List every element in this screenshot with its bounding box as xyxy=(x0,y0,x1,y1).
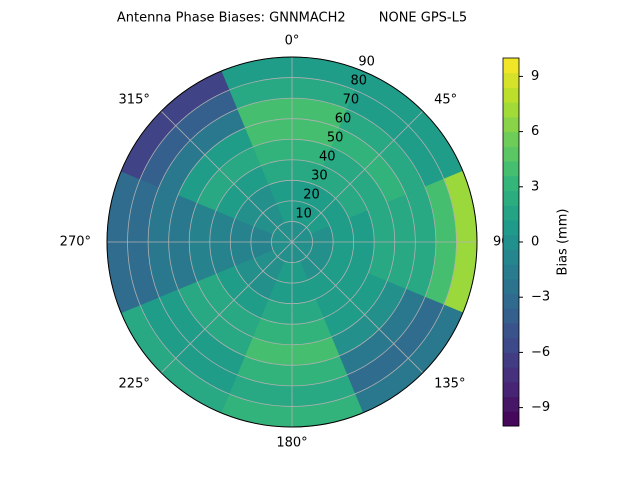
colorbar-band xyxy=(503,72,519,88)
colorbar-tick-label: 3 xyxy=(531,179,539,194)
colorbar-band xyxy=(503,308,519,324)
colorbar-tick-label: 0 xyxy=(531,235,539,250)
theta-tick-label: 135° xyxy=(434,377,465,392)
colorbar-band xyxy=(503,175,519,191)
theta-tick-label: 0° xyxy=(285,34,300,49)
colorbar-band xyxy=(503,381,519,398)
colorbar-label: Bias (mm) xyxy=(556,209,571,276)
colorbar-tick-label: −3 xyxy=(531,290,550,305)
colorbar-band xyxy=(503,234,519,250)
theta-tick-label: 315° xyxy=(119,92,150,107)
colorbar-tick-label: −9 xyxy=(531,400,550,415)
r-tick-label: 90 xyxy=(358,54,375,69)
colorbar-band xyxy=(503,205,519,221)
colorbar-band xyxy=(503,337,519,353)
colorbar-tick-label: 9 xyxy=(531,69,539,84)
grid-spoke xyxy=(291,241,424,374)
chart-title: Antenna Phase Biases: GNNMACH2 NONE GPS-… xyxy=(117,11,467,26)
colorbar-band xyxy=(503,102,519,118)
colorbar-band xyxy=(503,322,519,339)
theta-tick-label: 180° xyxy=(276,436,307,451)
colorbar-band xyxy=(503,131,519,147)
grid-spoke xyxy=(160,241,293,374)
colorbar-band xyxy=(503,396,519,412)
theta-tick-label: 270° xyxy=(60,235,91,250)
polar-frame xyxy=(106,56,478,428)
r-tick-label: 30 xyxy=(311,168,328,183)
colorbar-band xyxy=(503,146,519,162)
colorbar-band xyxy=(503,116,519,133)
colorbar-band xyxy=(503,87,519,103)
colorbar-band xyxy=(503,367,519,383)
r-tick-label: 40 xyxy=(319,149,336,164)
r-tick-label: 60 xyxy=(335,111,352,126)
colorbar-band xyxy=(503,278,519,295)
grid-spoke xyxy=(160,110,293,243)
colorbar-tick-label: 6 xyxy=(531,124,539,139)
grid-spoke xyxy=(291,110,424,243)
colorbar-band xyxy=(503,161,519,177)
colorbar-band xyxy=(503,190,519,206)
colorbar-band xyxy=(503,264,519,280)
colorbar-band xyxy=(503,411,519,427)
theta-tick-label: 45° xyxy=(434,92,457,107)
r-tick-label: 80 xyxy=(350,73,367,88)
colorbar-tick-label: −6 xyxy=(531,345,550,360)
colorbar-band xyxy=(503,58,519,74)
colorbar-band xyxy=(503,352,519,368)
r-tick-label: 10 xyxy=(295,206,312,221)
colorbar-band xyxy=(503,293,519,309)
colorbar-band xyxy=(503,219,519,236)
r-tick-label: 70 xyxy=(343,92,360,107)
theta-tick-label: 225° xyxy=(119,377,150,392)
r-tick-label: 50 xyxy=(327,130,344,145)
r-tick-label: 20 xyxy=(303,187,320,202)
colorbar-band xyxy=(503,249,519,265)
